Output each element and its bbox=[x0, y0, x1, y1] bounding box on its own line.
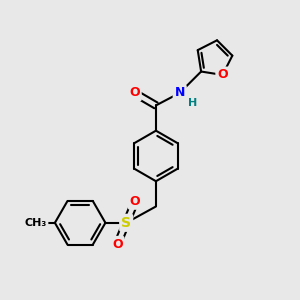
Text: O: O bbox=[129, 86, 140, 99]
Text: O: O bbox=[130, 195, 140, 208]
Text: O: O bbox=[217, 68, 228, 81]
Text: H: H bbox=[188, 98, 198, 108]
Text: O: O bbox=[112, 238, 123, 251]
Text: S: S bbox=[121, 216, 131, 230]
Text: N: N bbox=[175, 86, 185, 99]
Text: CH₃: CH₃ bbox=[24, 218, 47, 228]
